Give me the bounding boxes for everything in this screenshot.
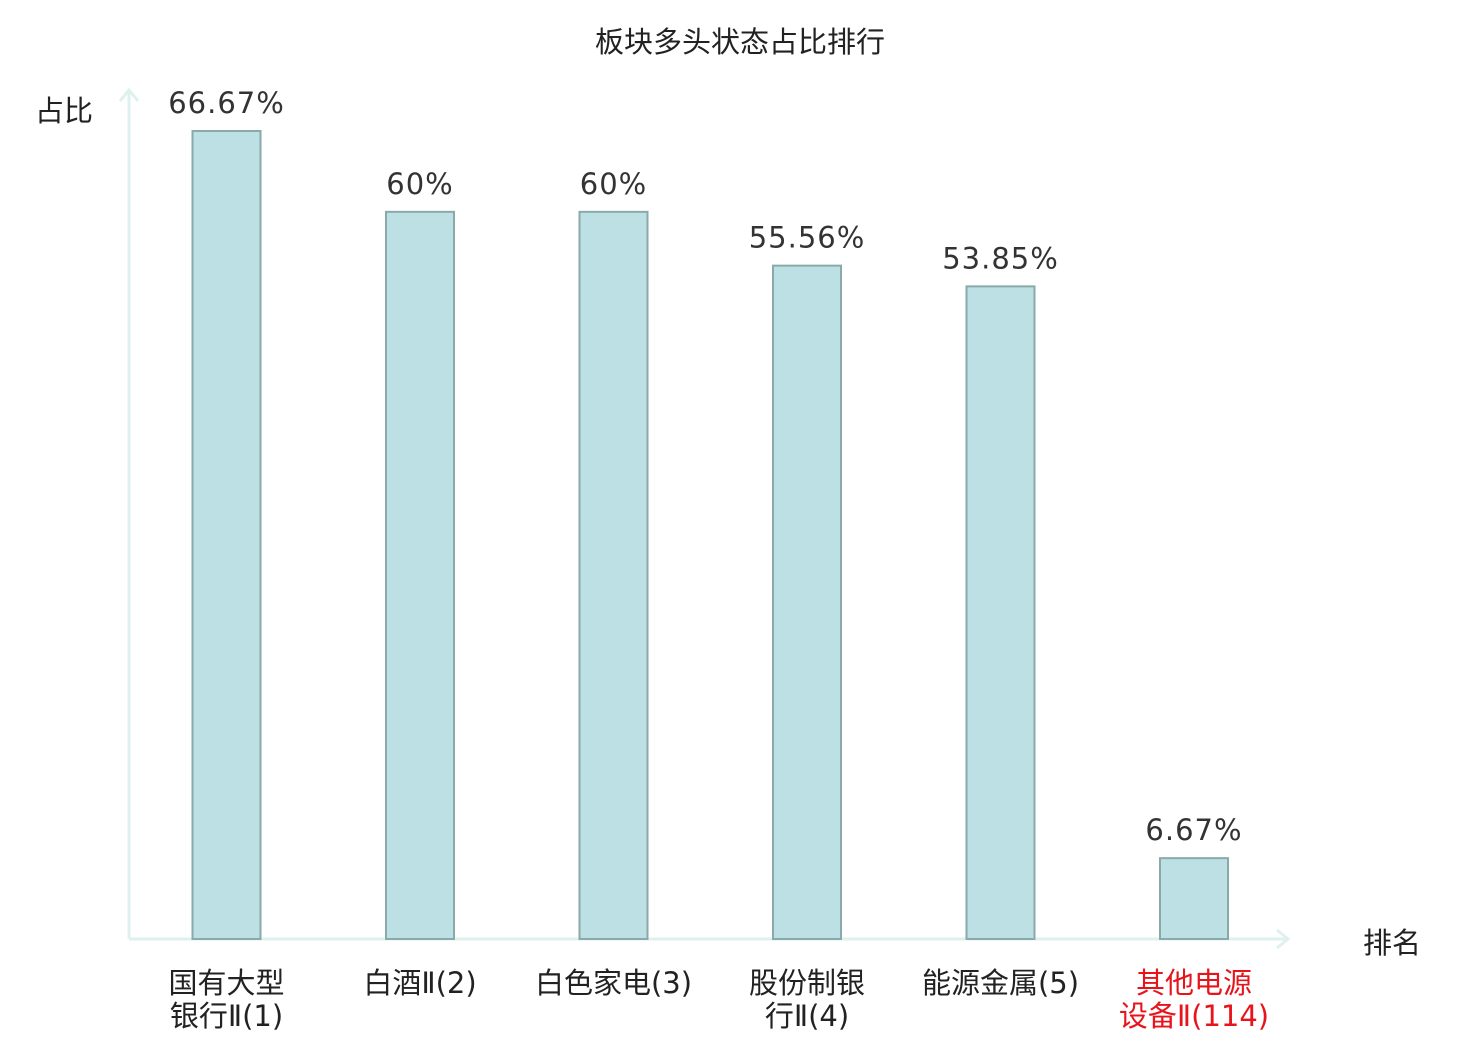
bar-value-label: 60% xyxy=(386,167,453,201)
bar xyxy=(1159,857,1229,940)
bar xyxy=(191,130,262,940)
x-tick-label: 能源金属(5) xyxy=(922,966,1079,1000)
x-axis-arrow xyxy=(1276,928,1291,950)
x-tick-label: 白酒Ⅱ(2) xyxy=(363,966,476,1000)
x-axis-label: 排名 xyxy=(1363,926,1421,960)
bar-value-label: 66.67% xyxy=(168,86,285,120)
bar-value-label: 60% xyxy=(580,167,647,201)
bar-value-label: 55.56% xyxy=(749,221,866,255)
bar-value-label: 6.67% xyxy=(1145,813,1242,847)
x-tick-label: 白色家电(3) xyxy=(535,966,692,1000)
value-labels-group: 66.67% 60% 60% 55.56% 53.85% 6.67% xyxy=(168,86,1242,847)
bar xyxy=(772,264,842,940)
x-tick-labels-group: 国有大型银行Ⅱ(1) 白酒Ⅱ(2) 白色家电(3) 股份制银行Ⅱ(4) 能源金属(5) 其… xyxy=(168,966,1269,1033)
chart-title: 板块多头状态占比排行 xyxy=(595,25,885,59)
x-tick-label: 其他电源设备Ⅱ(114) xyxy=(1119,966,1269,1033)
y-axis-label: 占比 xyxy=(35,94,93,128)
bar xyxy=(965,285,1036,941)
bar xyxy=(578,210,649,940)
x-tick-label: 国有大型银行Ⅱ(1) xyxy=(168,966,284,1033)
axes xyxy=(118,87,1291,950)
y-axis-arrow xyxy=(118,87,140,102)
bars-group xyxy=(191,130,1229,941)
x-tick-label: 股份制银行Ⅱ(4) xyxy=(749,966,865,1033)
bar-value-label: 53.85% xyxy=(942,241,1059,275)
bar xyxy=(385,210,455,940)
